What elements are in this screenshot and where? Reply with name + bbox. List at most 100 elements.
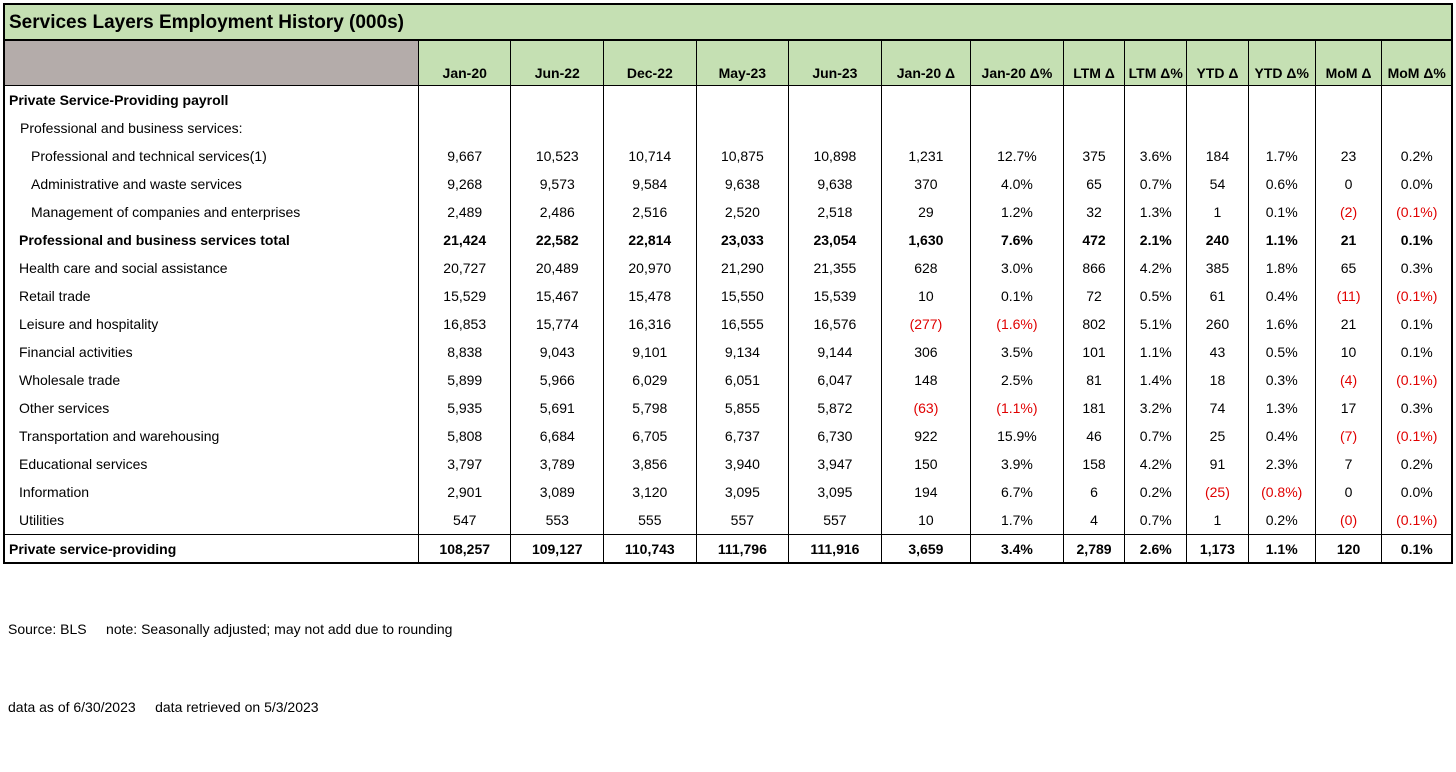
value-cell: 2,486: [510, 198, 605, 226]
value-cell: 1.7%: [970, 506, 1064, 535]
value-cell: 4.2%: [1124, 450, 1188, 478]
value-cell: 240: [1186, 226, 1249, 254]
value-cell: 5,899: [417, 366, 512, 394]
value-cell: 6.7%: [970, 478, 1064, 506]
value-cell: 3,659: [880, 534, 972, 563]
value-cell: [1314, 114, 1383, 142]
value-cell: 81: [1062, 366, 1126, 394]
row-label: Utilities: [3, 506, 419, 535]
value-cell: 54: [1186, 170, 1249, 198]
value-cell: (7): [1314, 422, 1383, 450]
value-cell: 65: [1314, 254, 1383, 282]
col-header: Jan-20 Δ: [880, 40, 972, 86]
value-cell: 5,798: [603, 394, 697, 422]
value-cell: 21: [1314, 226, 1383, 254]
value-cell: [1186, 85, 1249, 114]
value-cell: [788, 114, 882, 142]
col-header: LTM Δ: [1062, 40, 1126, 86]
value-cell: 6: [1062, 478, 1126, 506]
value-cell: (0.1%): [1381, 366, 1453, 394]
value-cell: 91: [1186, 450, 1249, 478]
value-cell: (0.1%): [1381, 422, 1453, 450]
value-cell: 10,714: [603, 142, 697, 170]
value-cell: 802: [1062, 310, 1126, 338]
value-cell: 9,043: [510, 338, 605, 366]
value-cell: [1062, 85, 1126, 114]
value-cell: [1124, 85, 1188, 114]
value-cell: [1247, 114, 1316, 142]
value-cell: 5,855: [695, 394, 790, 422]
value-cell: 8,838: [417, 338, 512, 366]
value-cell: 0.0%: [1381, 170, 1453, 198]
value-cell: [788, 85, 882, 114]
value-cell: 1: [1186, 198, 1249, 226]
value-cell: [1314, 85, 1383, 114]
value-cell: 5,966: [510, 366, 605, 394]
value-cell: 21: [1314, 310, 1383, 338]
value-cell: 18: [1186, 366, 1249, 394]
row-label: Leisure and hospitality: [3, 310, 419, 338]
value-cell: 15.9%: [970, 422, 1064, 450]
value-cell: [880, 114, 972, 142]
table-row: Retail trade 15,529 15,467 15,478 15,550 15,5…: [3, 282, 1453, 310]
value-cell: 0.6%: [1247, 170, 1316, 198]
row-label: Private service-providing: [3, 534, 419, 563]
value-cell: (0.1%): [1381, 506, 1453, 535]
table-row: Educational services 3,797 3,789 3,856 3,940…: [3, 450, 1453, 478]
value-cell: 0.2%: [1381, 142, 1453, 170]
value-cell: 9,638: [788, 170, 882, 198]
value-cell: 7.6%: [970, 226, 1064, 254]
value-cell: 101: [1062, 338, 1126, 366]
value-cell: [1062, 114, 1126, 142]
value-cell: 23: [1314, 142, 1383, 170]
value-cell: (63): [880, 394, 972, 422]
value-cell: 16,853: [417, 310, 512, 338]
table-row: Transportation and warehousing 5,808 6,684…: [3, 422, 1453, 450]
value-cell: 6,029: [603, 366, 697, 394]
value-cell: 2,516: [603, 198, 697, 226]
value-cell: 0.7%: [1124, 506, 1188, 535]
col-header: Jan-20: [417, 40, 512, 86]
value-cell: 1.2%: [970, 198, 1064, 226]
value-cell: 2,518: [788, 198, 882, 226]
value-cell: 65: [1062, 170, 1126, 198]
value-cell: 0.4%: [1247, 282, 1316, 310]
value-cell: 3.4%: [970, 534, 1064, 563]
row-label: Professional and business services:: [3, 114, 419, 142]
value-cell: [970, 85, 1064, 114]
value-cell: 10,523: [510, 142, 605, 170]
value-cell: 3,797: [417, 450, 512, 478]
value-cell: 10: [880, 282, 972, 310]
row-label: Other services: [3, 394, 419, 422]
value-cell: 20,489: [510, 254, 605, 282]
value-cell: 3,095: [695, 478, 790, 506]
value-cell: [695, 85, 790, 114]
value-cell: 20,727: [417, 254, 512, 282]
value-cell: 1.4%: [1124, 366, 1188, 394]
value-cell: (11): [1314, 282, 1383, 310]
value-cell: 4.2%: [1124, 254, 1188, 282]
value-cell: 16,555: [695, 310, 790, 338]
value-cell: 5,872: [788, 394, 882, 422]
value-cell: 1.1%: [1124, 338, 1188, 366]
table-row: Health care and social assistance 20,727 2…: [3, 254, 1453, 282]
value-cell: [880, 85, 972, 114]
value-cell: 0.3%: [1247, 366, 1316, 394]
value-cell: [1381, 114, 1453, 142]
value-cell: 5,691: [510, 394, 605, 422]
value-cell: 557: [695, 506, 790, 535]
value-cell: 2.1%: [1124, 226, 1188, 254]
value-cell: [417, 85, 512, 114]
value-cell: 43: [1186, 338, 1249, 366]
value-cell: 61: [1186, 282, 1249, 310]
value-cell: 0.0%: [1381, 478, 1453, 506]
value-cell: 557: [788, 506, 882, 535]
value-cell: 1: [1186, 506, 1249, 535]
value-cell: 0.2%: [1381, 450, 1453, 478]
value-cell: 4: [1062, 506, 1126, 535]
value-cell: 922: [880, 422, 972, 450]
value-cell: 2,789: [1062, 534, 1126, 563]
value-cell: 6,047: [788, 366, 882, 394]
value-cell: 0.3%: [1381, 394, 1453, 422]
value-cell: 1,173: [1186, 534, 1249, 563]
